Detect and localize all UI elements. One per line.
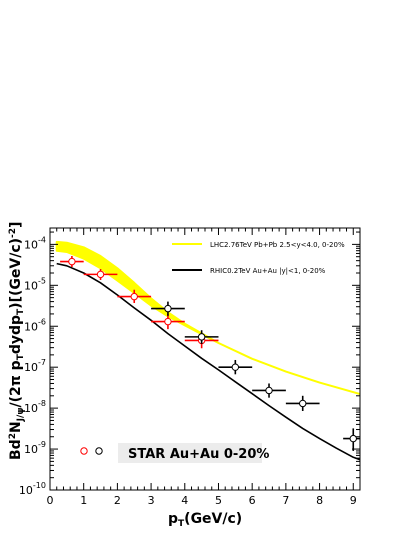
y-tick-label: 10-10 [19,481,46,497]
y-title-mid1: N [8,421,24,433]
y-tick-label: 10-4 [24,235,46,251]
legend-label-lhc: LHC2.76TeV Pb+Pb 2.5<y<4.0, 0-20% [210,241,345,249]
y-title-mid3: dydp [8,315,24,354]
data-marker [231,363,240,371]
y-title-sup1: 2 [8,433,18,439]
y-tick-base: 10 [24,402,38,415]
y-tick-label: 10-6 [24,317,46,333]
data-marker [299,399,307,408]
x-tick-label: 2 [114,494,121,507]
y-tick-base: 10 [19,484,33,497]
data-point-3-0 [151,301,185,316]
data-point-3-2 [218,359,253,375]
y-tick-label: 10-8 [24,399,46,415]
y-tick-base: 10 [24,443,38,456]
y-title-mid4: )[(GeV/c) [8,238,24,309]
lhc-band [55,240,360,396]
data-marker [164,317,172,326]
x-tick-label: 5 [215,494,222,507]
data-point-2-2 [117,289,152,303]
data-point-3-5 [343,428,360,451]
lhc-band-layer [55,240,360,396]
annotation-label: STAR Au+Au 0-20% [128,447,269,462]
data-point-2-3 [151,313,185,330]
y-tick-exp: -4 [38,235,46,244]
star-points-layer [60,256,360,451]
y-title-post: ] [8,222,24,228]
y-title-pre: Bd [8,439,24,460]
data-marker [164,304,172,313]
data-point-3-3 [252,383,286,398]
y-tick-exp: -5 [38,276,46,285]
data-point-3-4 [285,395,320,412]
x-tick-label: 4 [181,494,188,507]
y-axis-title: Bd2NJ/ψ/(2π pTdydpT)[(GeV/c)-2] [8,222,26,460]
y-tick-exp: -8 [38,399,46,408]
x-axis-title-rest: (GeV/c) [184,511,242,527]
y-tick-label: 10-5 [24,276,46,292]
y-tick-base: 10 [24,361,38,374]
data-point-2-0 [60,256,84,268]
y-title-sub3: T [16,308,26,315]
y-tick-exp: -7 [38,358,46,367]
data-marker [349,434,357,443]
rhic-curve [56,262,360,461]
annotation-marker-black [95,447,103,455]
x-tick-label: 3 [148,494,155,507]
x-tick-label: 7 [282,494,289,507]
data-point-2-1 [83,269,118,280]
data-marker [68,257,76,266]
data-marker [130,292,138,301]
y-tick-base: 10 [24,320,38,333]
x-tick-label: 1 [80,494,87,507]
y-tick-base: 10 [24,279,38,292]
y-tick-base: 10 [24,238,38,251]
y-tick-exp: -6 [38,317,46,326]
x-axis-title: pT(GeV/c) [168,511,242,529]
annotation-box [118,443,262,463]
legend: LHC2.76TeV Pb+Pb 2.5<y<4.0, 0-20% RHIC0.… [172,241,345,275]
y-tick-label: 10-9 [24,440,46,456]
x-tick-label: 8 [316,494,323,507]
star-annotation: STAR Au+Au 0-20% [80,443,269,463]
x-axis-title-main: p [168,511,178,527]
y-title-sub2: T [16,353,26,360]
y-title-sub1: J/ψ [16,408,26,423]
y-tick-label: 10-7 [24,358,46,374]
annotation-marker-red [80,447,88,455]
y-tick-exp: -10 [33,481,46,490]
data-point-3-1 [184,330,219,344]
axis-ticks [49,228,361,491]
data-marker [265,386,273,395]
data-marker [96,270,105,279]
y-tick-exp: -9 [38,440,46,449]
x-tick-label: 6 [249,494,256,507]
data-marker [197,333,206,341]
x-axis-title-sub: T [178,519,185,529]
y-title-mid2: /(2π p [8,360,24,407]
x-tick-label: 9 [350,494,357,507]
y-title-sup2: -2 [8,228,18,238]
rhic-curve-layer [56,262,360,461]
legend-label-rhic: RHIC0.2TeV Au+Au |y|<1, 0-20% [210,267,326,275]
x-tick-label: 0 [47,494,54,507]
